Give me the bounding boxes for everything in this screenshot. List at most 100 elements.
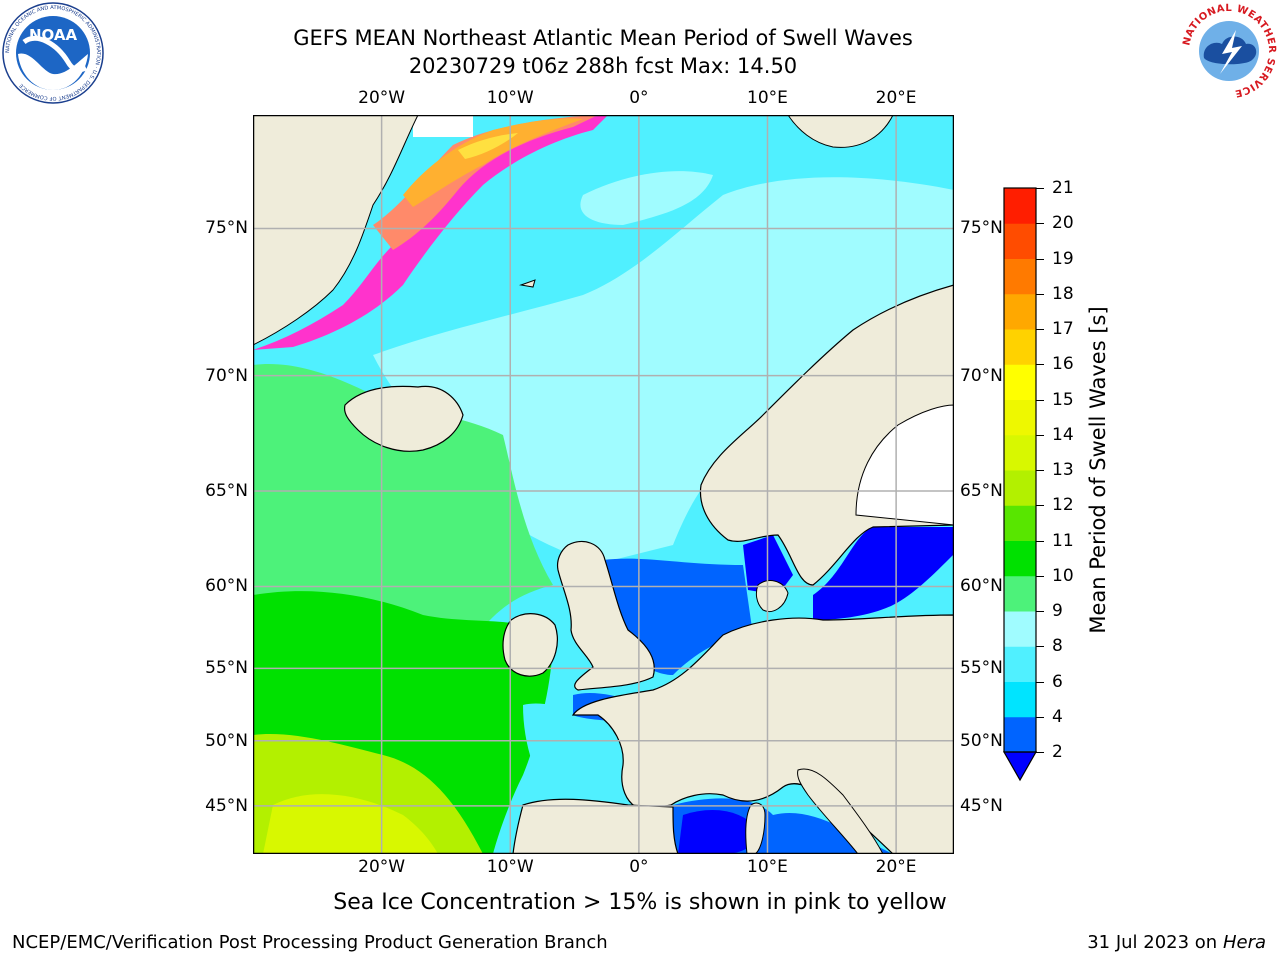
latitude-tick-label: 70°N [960, 365, 1003, 386]
colorbar-tick-label: 2 [1052, 742, 1063, 762]
colorbar-tick-label: 19 [1052, 248, 1074, 269]
colorbar-tick-mark [1036, 329, 1044, 330]
colorbar-tick-mark [1036, 293, 1044, 295]
latitude-tick-label: 60°N [205, 576, 248, 597]
colorbar-tick-label: 13 [1052, 460, 1074, 480]
longitude-tick-label: 20°E [875, 88, 917, 108]
land-jan-mayen [519, 279, 536, 288]
nws-logo-icon: NATIONAL WEATHER SERVICE [1181, 3, 1276, 99]
sea-ice-caption: Sea Ice Concentration > 15% is shown in … [333, 890, 947, 915]
colorbar-tick-label: 8 [1052, 636, 1063, 657]
colorbar-segment [1004, 681, 1036, 718]
colorbar-segment [1004, 505, 1036, 541]
colorbar-segment [1004, 434, 1036, 471]
longitude-tick-label: 20°E [875, 857, 917, 877]
colorbar-segment [1004, 258, 1036, 295]
colorbar-tick-mark [1036, 716, 1044, 718]
map-border [253, 115, 954, 854]
longitude-tick-label: 20°W [358, 857, 406, 877]
swell-zone-13-14s [263, 794, 438, 854]
land-sardinia-corsica [745, 802, 766, 854]
colorbar-segment [1004, 223, 1036, 259]
colorbar-tick-mark [1036, 611, 1044, 612]
sea-ice-orange [403, 118, 583, 207]
latitude-tick-label: 45°N [205, 795, 248, 816]
colorbar-tick-mark [1036, 646, 1044, 648]
latitude-tick-label: 45°N [960, 795, 1003, 816]
colorbar-segment [1004, 540, 1036, 577]
land-italy [797, 768, 884, 854]
colorbar-tick-label: 4 [1052, 706, 1063, 727]
swell-zone-below-2s [678, 810, 758, 854]
colorbar-tick-mark [1036, 258, 1044, 260]
swell-zone-below-2s [813, 527, 953, 620]
colorbar-segment [1004, 470, 1036, 506]
sea-ice-magenta [253, 115, 608, 350]
colorbar-tick-mark [1036, 364, 1044, 366]
colorbar-tick-mark [1036, 505, 1044, 507]
latitude-tick-label: 75°N [960, 218, 1003, 239]
latitude-tick-label: 55°N [960, 658, 1003, 679]
longitude-tick-label: 10°W [486, 857, 534, 877]
noaa-logo-icon: NATIONAL OCEANIC AND ATMOSPHERIC ADMINIS… [2, 2, 104, 104]
colorbar-segment [1004, 575, 1036, 612]
colorbar-tick-mark [1036, 188, 1044, 189]
colorbar-tick-label: 6 [1052, 671, 1063, 692]
longitude-tick-label: 0° [629, 857, 649, 877]
longitude-tick-label: 10°W [486, 88, 534, 108]
colorbar-tick-mark [1036, 540, 1044, 542]
colorbar-segment [1004, 611, 1036, 647]
land-great-britain [556, 540, 655, 691]
colorbar-tick-label: 16 [1052, 354, 1074, 375]
land-ireland [502, 613, 558, 677]
colorbar-tick-label: 11 [1052, 530, 1074, 551]
latitude-tick-label: 60°N [960, 576, 1003, 597]
colorbar-segment [1004, 399, 1036, 436]
colorbar-segment [1004, 329, 1036, 365]
land-iberia [512, 798, 679, 854]
sea-ice-salmon [373, 115, 598, 250]
colorbar-segment [1004, 646, 1036, 682]
footer-date: 31 Jul 2023 on Hera [1087, 932, 1266, 953]
swell-period-map [253, 115, 954, 854]
land-continental-europe [571, 614, 954, 854]
latitude-tick-label: 50°N [205, 730, 248, 751]
longitude-tick-label: 0° [629, 88, 649, 108]
colorbar-tick-mark [1036, 223, 1044, 225]
swell-zone-8-9s [373, 177, 954, 565]
swell-zone-6-8s [523, 703, 617, 805]
footer-date-text: 31 Jul 2023 on [1087, 932, 1223, 953]
footer-organization: NCEP/EMC/Verification Post Processing Pr… [12, 932, 608, 953]
colorbar-label: Mean Period of Swell Waves [s] [1086, 306, 1110, 634]
colorbar-tick-label: 12 [1052, 495, 1074, 516]
sea-ice-white [413, 115, 473, 137]
land-greenland [253, 115, 419, 346]
footer-host: Hera [1222, 932, 1266, 953]
colorbar-segment [1004, 293, 1036, 330]
colorbar-tick-mark [1036, 575, 1044, 577]
map-subtitle: 20230729 t06z 288h fcst Max: 14.50 [408, 54, 798, 78]
colorbar-tick-label: 10 [1052, 565, 1074, 586]
colorbar-tick-label: 18 [1052, 283, 1074, 304]
colorbar-tick-label: 14 [1052, 424, 1074, 445]
sea-ice-yellow [458, 133, 518, 159]
latitude-tick-label: 70°N [205, 365, 248, 386]
colorbar-tick-label: 17 [1052, 319, 1074, 339]
sea-ice-white [855, 404, 954, 526]
colorbar-segment [1004, 364, 1036, 400]
swell-zone-8-9s [580, 171, 713, 225]
colorbar-tick-mark [1036, 681, 1044, 683]
colorbar-under-arrow [1002, 751, 1038, 782]
land-svalbard [787, 115, 894, 148]
latitude-tick-label: 65°N [205, 480, 248, 501]
colorbar-tick-label: 15 [1052, 389, 1074, 410]
land-denmark [755, 580, 789, 612]
latitude-tick-label: 75°N [205, 218, 248, 239]
colorbar-tick-label: 20 [1052, 213, 1074, 234]
colorbar-segment [1004, 188, 1036, 224]
longitude-tick-label: 10°E [747, 88, 788, 108]
latitude-tick-label: 50°N [960, 730, 1003, 751]
latitude-tick-label: 65°N [960, 480, 1003, 501]
colorbar-segment [1004, 716, 1036, 753]
colorbar-tick-label: 9 [1052, 601, 1063, 621]
